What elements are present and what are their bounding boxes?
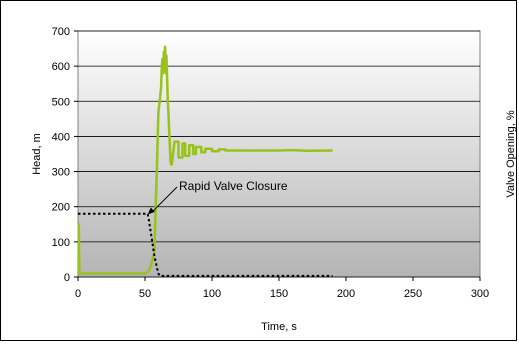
x-tick-label: 300 bbox=[471, 288, 489, 300]
x-tick-label: 200 bbox=[337, 288, 355, 300]
annotation-label: Rapid Valve Closure bbox=[179, 179, 288, 193]
y-tick-label: 100 bbox=[52, 237, 70, 249]
y-tick-label: 700 bbox=[52, 26, 70, 38]
y-tick-label: 300 bbox=[52, 167, 70, 179]
x-tick-label: 100 bbox=[203, 288, 221, 300]
y-tick-label: 400 bbox=[52, 131, 70, 143]
x-tick-label: 250 bbox=[404, 288, 422, 300]
y-tick-label: 200 bbox=[52, 202, 70, 214]
y2-axis-label: Valve Opening, % bbox=[505, 110, 517, 197]
y-tick-label: 500 bbox=[52, 96, 70, 108]
x-tick-label: 50 bbox=[139, 288, 151, 300]
y-tick-label: 600 bbox=[52, 61, 70, 73]
x-tick-label: 0 bbox=[75, 288, 81, 300]
series-group bbox=[77, 45, 333, 277]
x-tick-label: 150 bbox=[270, 288, 288, 300]
annotation-arrowhead bbox=[147, 207, 155, 215]
plot-area bbox=[77, 30, 481, 278]
y-tick-label: 0 bbox=[64, 272, 70, 284]
y-axis-label: Head, m bbox=[31, 133, 43, 175]
tick-labels: 0 100 200 300 400 500 600 700 0 50 100 150 200 250 300 bbox=[52, 26, 490, 300]
annotation-group: Rapid Valve Closure bbox=[147, 179, 288, 215]
gridlines bbox=[74, 30, 481, 281]
head-line bbox=[77, 45, 333, 275]
x-axis-label: Time, s bbox=[261, 321, 297, 333]
annotation-arrow bbox=[151, 186, 178, 213]
